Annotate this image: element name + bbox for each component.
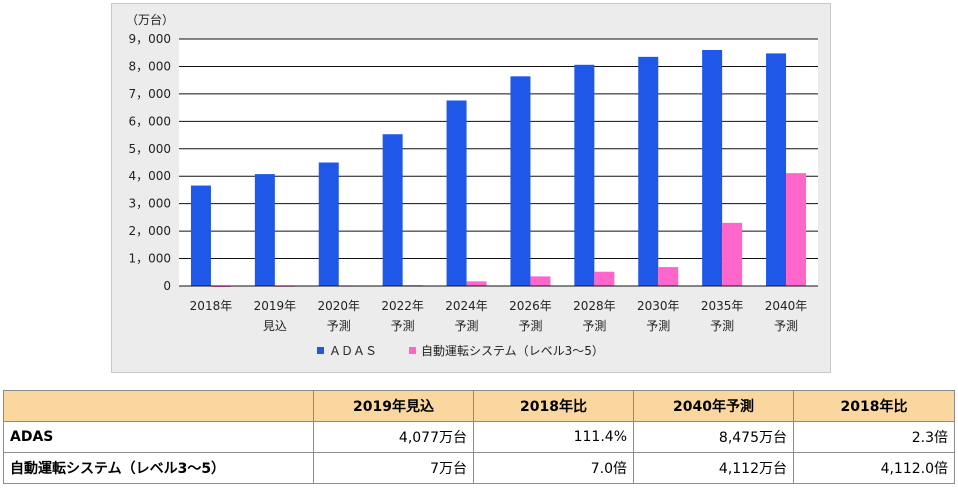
bar-adas — [638, 56, 659, 286]
cell-auto-ratio-2040: 4,112.0倍 — [793, 452, 955, 484]
y-tick-label: 2，000 — [128, 224, 171, 238]
x-tick-label: 予測 — [582, 319, 606, 333]
x-tick-label: 予測 — [518, 319, 542, 333]
bar-autonomous — [786, 173, 807, 286]
x-tick-label: 予測 — [774, 319, 798, 333]
x-tick-label: 予測 — [455, 319, 479, 333]
table-header-ratio-2018-a: 2018年比 — [473, 390, 634, 422]
table-header-corner — [3, 390, 314, 422]
cell-adas-2019: 4,077万台 — [313, 421, 474, 453]
y-tick-label: 4，000 — [128, 169, 171, 183]
cell-auto-2040: 4,112万台 — [633, 452, 794, 484]
summary-table: 2019年見込 2018年比 2040年予測 2018年比 ADAS 4,077… — [3, 390, 955, 484]
row-label-autonomous: 自動運転システム（レベル3～5） — [3, 452, 314, 484]
x-tick-label: 2030年 — [637, 299, 680, 313]
x-tick-label: 2022年 — [381, 299, 424, 313]
x-tick-label: 2035年 — [701, 299, 744, 313]
bar-chart: 0 1，000 2，000 3，000 4，000 5，000 6，000 7，000 8，00… — [126, 12, 818, 358]
y-tick-label: 7，000 — [128, 87, 171, 101]
x-tick-label: 2020年 — [317, 299, 360, 313]
chart-frame: 0 1，000 2，000 3，000 4，000 5，000 6，000 7，000 8，00… — [111, 3, 831, 373]
x-tick-label: 2019年 — [254, 299, 297, 313]
table-header-2040: 2040年予測 — [633, 390, 794, 422]
x-tick-label: 2040年 — [765, 299, 808, 313]
bar-adas — [702, 49, 723, 286]
bar-adas — [510, 76, 531, 286]
x-tick-label: 予測 — [391, 319, 415, 333]
legend-label: 自動運転システム（レベル3～5） — [421, 344, 604, 358]
bar-autonomous — [594, 271, 615, 286]
bar-adas — [254, 174, 275, 286]
y-tick-label: 5，000 — [128, 142, 171, 156]
row-label-adas: ADAS — [3, 421, 314, 453]
legend-label: ＡＤＡＳ — [329, 344, 377, 358]
bar-adas — [382, 134, 403, 286]
x-tick-label: 予測 — [646, 319, 670, 333]
y-tick-label: 3，000 — [128, 197, 171, 211]
legend-swatch — [317, 347, 324, 354]
cell-auto-2019: 7万台 — [313, 452, 474, 484]
x-tick-label: 予測 — [710, 319, 734, 333]
y-unit-label: （万台） — [126, 12, 174, 27]
table-row: 自動運転システム（レベル3～5） 7万台 7.0倍 4,112万台 4,112.… — [3, 452, 955, 484]
table-row: ADAS 4,077万台 111.4% 8,475万台 2.3倍 — [3, 421, 955, 453]
x-tick-label: 2024年 — [445, 299, 488, 313]
y-tick-label: 0 — [163, 279, 171, 293]
bar-autonomous — [466, 281, 487, 286]
table-header-ratio-2018-b: 2018年比 — [793, 390, 955, 422]
bar-adas — [574, 64, 595, 286]
y-tick-label: 6，000 — [128, 114, 171, 128]
y-tick-label: 9，000 — [128, 32, 171, 46]
legend-swatch — [409, 347, 416, 354]
cell-auto-ratio-2019: 7.0倍 — [473, 452, 634, 484]
x-tick-label: 2018年 — [190, 299, 233, 313]
table-header-row: 2019年見込 2018年比 2040年予測 2018年比 — [3, 390, 955, 422]
x-tick-label: 予測 — [327, 319, 351, 333]
bar-adas — [446, 100, 467, 286]
x-tick-label: 見込 — [263, 319, 287, 333]
y-tick-label: 1，000 — [128, 252, 171, 266]
cell-adas-ratio-2019: 111.4% — [473, 421, 634, 453]
bar-autonomous — [658, 267, 679, 286]
y-tick-label: 8，000 — [128, 59, 171, 73]
bar-adas — [318, 162, 339, 286]
bar-autonomous — [722, 222, 743, 286]
x-tick-label: 2028年 — [573, 299, 616, 313]
bar-adas — [190, 185, 211, 286]
table-header-2019: 2019年見込 — [313, 390, 474, 422]
bar-autonomous — [530, 276, 551, 286]
x-tick-label: 2026年 — [509, 299, 552, 313]
cell-adas-2040: 8,475万台 — [633, 421, 794, 453]
bar-adas — [766, 53, 787, 287]
cell-adas-ratio-2040: 2.3倍 — [793, 421, 955, 453]
